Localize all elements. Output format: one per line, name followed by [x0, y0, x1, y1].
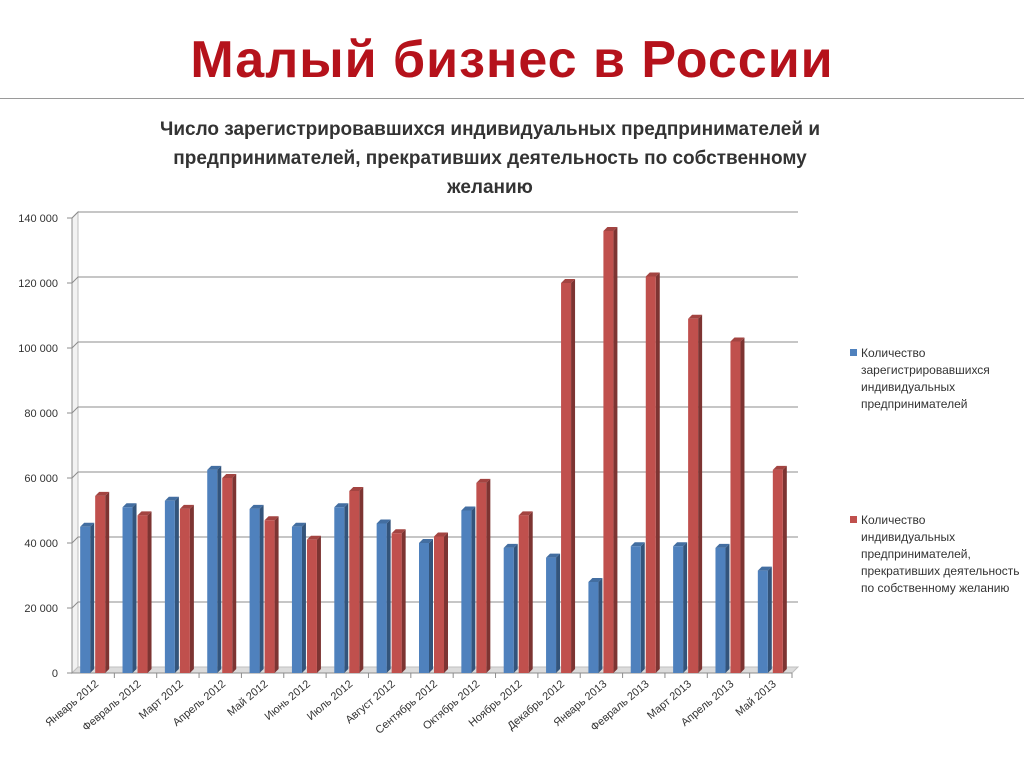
- bar-registered: [291, 522, 306, 673]
- y-gridline: [71, 341, 798, 349]
- y-gridline: [71, 471, 798, 479]
- bar-closed: [434, 532, 448, 673]
- x-tick-label: Май 2013: [733, 678, 778, 719]
- bar-registered: [376, 519, 391, 673]
- y-tick-label: 60 000: [24, 473, 58, 485]
- bar-closed: [476, 478, 491, 673]
- bar-closed: [518, 511, 533, 673]
- y-gridline: [71, 536, 798, 544]
- bar-closed: [137, 511, 152, 673]
- bar-closed: [688, 314, 703, 673]
- y-tick-label: 140 000: [18, 213, 58, 225]
- bar-registered: [461, 506, 476, 673]
- y-gridline: [71, 211, 798, 219]
- bar-closed: [391, 529, 406, 673]
- bar-closed: [222, 474, 237, 673]
- legend-swatch-closed: [850, 516, 857, 523]
- y-tick-label: 120 000: [18, 278, 58, 290]
- bar-registered: [334, 503, 349, 673]
- slide-title: Малый бизнес в России: [190, 31, 834, 89]
- bar-registered: [673, 542, 688, 673]
- legend-label-closed: Количество индивидуальных предпринимател…: [861, 513, 1020, 595]
- bar-closed: [306, 535, 321, 673]
- bar-closed: [730, 337, 745, 673]
- bar-registered: [630, 542, 645, 673]
- bar-registered: [757, 566, 772, 673]
- chart-title-line-1: Число зарегистрировавшихся индивидуальны…: [159, 119, 821, 140]
- y-tick-label: 80 000: [24, 408, 58, 420]
- chart-side-wall: [71, 210, 79, 675]
- bar-registered: [503, 543, 518, 673]
- bar-registered: [419, 539, 433, 673]
- chart-title: Число зарегистрировавшихся индивидуальны…: [80, 115, 900, 202]
- y-gridline: [71, 406, 798, 414]
- bar-registered: [122, 503, 137, 673]
- y-tick-label: 100 000: [18, 343, 58, 355]
- title-divider: [0, 98, 1024, 99]
- bar-registered: [80, 522, 95, 673]
- chart-title-line-3: желанию: [447, 177, 533, 198]
- y-tick-label: 40 000: [24, 538, 58, 550]
- bar-closed: [772, 465, 787, 673]
- legend-label-registered: Количество зарегистрировавшихся индивиду…: [861, 346, 990, 411]
- bar-closed: [95, 491, 110, 673]
- legend-item-registered: Количество зарегистрировавшихся индивиду…: [850, 345, 1020, 413]
- bar-registered: [546, 553, 561, 673]
- x-tick-label: Июнь 2012: [263, 678, 313, 723]
- bar-closed: [603, 227, 618, 673]
- bar-registered: [715, 543, 730, 673]
- bar-closed: [645, 272, 660, 673]
- legend-item-closed: Количество индивидуальных предпринимател…: [850, 512, 1020, 597]
- y-tick-label: 0: [52, 668, 58, 680]
- y-tick-label: 20 000: [24, 603, 58, 615]
- chart-title-line-2: предпринимателей, прекративших деятельно…: [173, 148, 807, 169]
- bar-closed: [264, 516, 279, 673]
- bar-closed: [179, 504, 194, 673]
- bar-closed: [349, 487, 364, 673]
- bar-registered: [249, 504, 264, 673]
- y-gridline: [71, 276, 798, 284]
- bar-registered: [207, 465, 222, 673]
- bar-registered: [588, 578, 603, 673]
- bar-closed: [561, 279, 576, 673]
- legend-swatch-registered: [850, 349, 857, 356]
- bar-registered: [164, 496, 179, 673]
